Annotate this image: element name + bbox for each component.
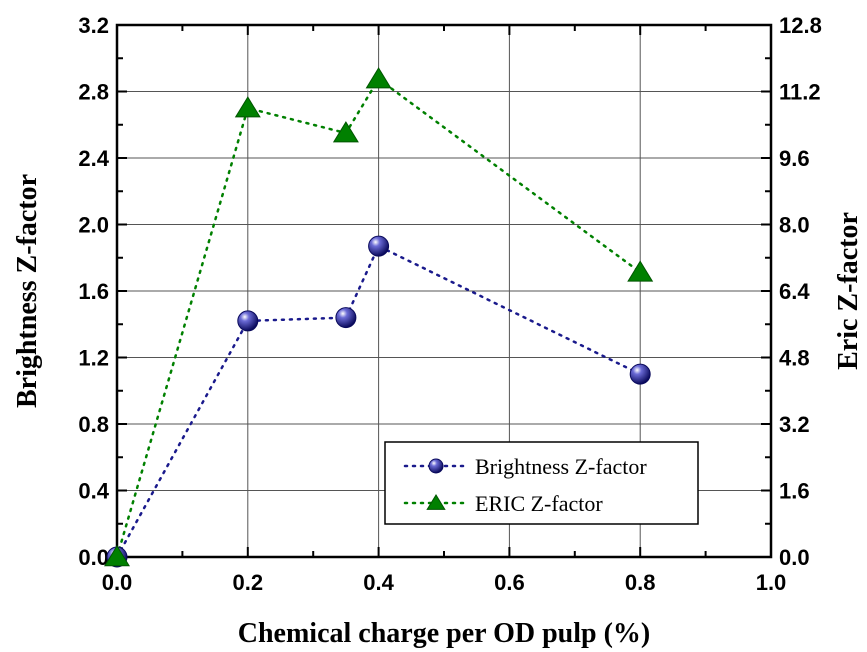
y-left-tick-label: 0.4 xyxy=(78,479,109,504)
legend-marker-eric xyxy=(426,494,446,510)
brightness-point xyxy=(335,307,357,329)
legend-box xyxy=(384,441,699,525)
y-right-tick-label: 0.0 xyxy=(779,545,810,570)
axes: 0.0 0.2 0.4 0.6 0.8 1.00.00.40.81.21.62.02.42… xyxy=(12,13,864,649)
brightness-point xyxy=(237,310,259,332)
legend-marker-brightness xyxy=(428,458,444,474)
y-left-axis-title: Brightness Z-factor xyxy=(12,174,43,408)
brightness-point xyxy=(629,363,651,385)
y-right-tick-label: 8.0 xyxy=(779,213,810,238)
y-left-tick-label: 1.6 xyxy=(78,279,109,304)
y-right-tick-label: 11.2 xyxy=(779,80,821,105)
x-tick-label: 0.0 xyxy=(102,570,133,595)
eric-point xyxy=(332,121,359,143)
y-right-tick-label: 4.8 xyxy=(779,346,810,371)
y-left-tick-label: 2.0 xyxy=(78,213,109,238)
y-right-tick-label: 6.4 xyxy=(779,279,810,304)
x-tick-label: 0.2 xyxy=(233,570,264,595)
eric-point xyxy=(365,67,392,89)
y-right-tick-label: 12.8 xyxy=(779,13,822,38)
eric-point xyxy=(627,260,654,282)
y-left-tick-label: 0.8 xyxy=(78,412,109,437)
eric-point xyxy=(104,545,130,567)
y-right-tick-label: 9.6 xyxy=(779,146,810,171)
x-axis-title: Chemical charge per OD pulp (%) xyxy=(238,618,650,649)
x-tick-label: 0.6 xyxy=(494,570,525,595)
x-tick-label: 0.8 xyxy=(625,570,656,595)
y-left-tick-label: 2.8 xyxy=(78,80,109,105)
y-left-tick-label: 1.2 xyxy=(78,346,109,371)
legend-label-0: Brightness Z-factor xyxy=(475,454,647,479)
brightness-point xyxy=(368,235,390,257)
series-markers xyxy=(104,67,654,568)
x-tick-label: 0.4 xyxy=(363,570,394,595)
y-right-axis-title: Eric Z-factor xyxy=(833,212,864,370)
y-left-tick-label: 0.0 xyxy=(78,545,109,570)
eric-point xyxy=(234,96,261,118)
y-right-tick-label: 3.2 xyxy=(779,412,810,437)
y-left-tick-label: 2.4 xyxy=(78,146,109,171)
legend-label-1: ERIC Z-factor xyxy=(475,491,603,516)
y-left-tick-label: 3.2 xyxy=(78,13,109,38)
legend: Brightness Z-factor ERIC Z-factor xyxy=(384,441,699,525)
x-tick-label: 1.0 xyxy=(756,570,787,595)
y-right-tick-label: 1.6 xyxy=(779,479,810,504)
